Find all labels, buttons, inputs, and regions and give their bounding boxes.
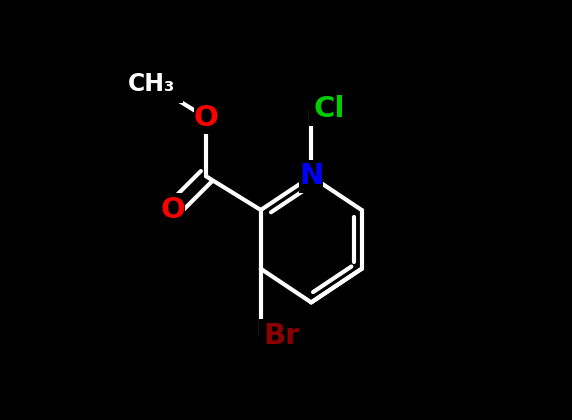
Text: O: O (194, 104, 219, 131)
Text: Br: Br (263, 322, 299, 350)
Text: CH₃: CH₃ (128, 72, 175, 96)
Text: N: N (299, 163, 323, 190)
FancyBboxPatch shape (120, 69, 183, 103)
FancyBboxPatch shape (309, 92, 353, 126)
Text: Cl: Cl (313, 95, 345, 123)
FancyBboxPatch shape (160, 193, 185, 227)
FancyBboxPatch shape (259, 319, 303, 353)
Text: O: O (160, 196, 185, 224)
FancyBboxPatch shape (299, 160, 323, 193)
FancyBboxPatch shape (194, 101, 219, 134)
